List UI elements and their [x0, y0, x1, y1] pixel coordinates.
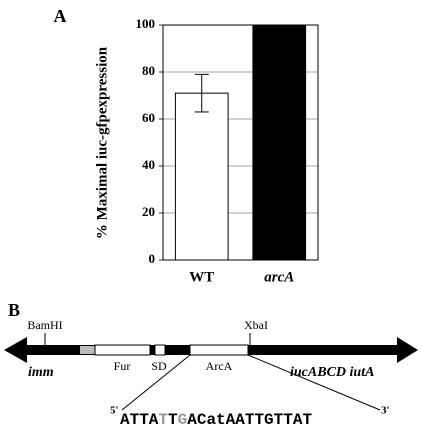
- box-label: SD: [151, 359, 167, 373]
- plot-frame: [162, 24, 319, 261]
- y-tick-label: 60: [142, 110, 155, 125]
- box-label: ArcA: [206, 359, 233, 373]
- arrow-right: [397, 337, 418, 363]
- zoom-line: [121, 354, 191, 411]
- panel-label: B: [8, 300, 20, 320]
- bar: [174, 92, 229, 261]
- panel-label: A: [54, 6, 67, 26]
- arrow-left: [4, 337, 27, 363]
- gray-segment: [80, 346, 95, 354]
- gene-label: imm: [28, 365, 54, 380]
- five-prime: 5': [110, 405, 119, 417]
- y-axis-label: % Maximal iuc-gfpexpression: [94, 46, 110, 239]
- site-label: BamHI: [27, 318, 62, 332]
- sequence-part: ACatAATTGTTAT: [187, 411, 312, 429]
- three-prime: 3': [381, 405, 390, 417]
- y-tick-label: 20: [142, 204, 155, 219]
- sequence: ATTATTGACatAATTGTTAT: [120, 411, 312, 429]
- error-bar: [194, 73, 209, 113]
- gene-label: iucABCD iutA: [290, 365, 374, 380]
- zoom-line: [247, 354, 381, 411]
- sequence-part: T: [158, 411, 168, 429]
- bar: [252, 24, 307, 261]
- sequence-part: G: [178, 411, 188, 429]
- y-tick-label: 0: [149, 251, 156, 266]
- sequence-part: T: [168, 411, 178, 429]
- x-tick-label: WT: [189, 269, 214, 285]
- fur-box: [94, 344, 151, 356]
- arca-box: [189, 344, 249, 356]
- sd-box: [154, 344, 166, 356]
- x-tick-label: arcA: [264, 269, 294, 285]
- site-label: XbaI: [244, 318, 268, 332]
- y-tick-label: 100: [136, 16, 156, 31]
- y-tick-label: 80: [142, 63, 155, 78]
- sequence-part: ATTA: [120, 411, 159, 429]
- y-tick-label: 40: [142, 157, 155, 172]
- box-label: Fur: [114, 359, 131, 373]
